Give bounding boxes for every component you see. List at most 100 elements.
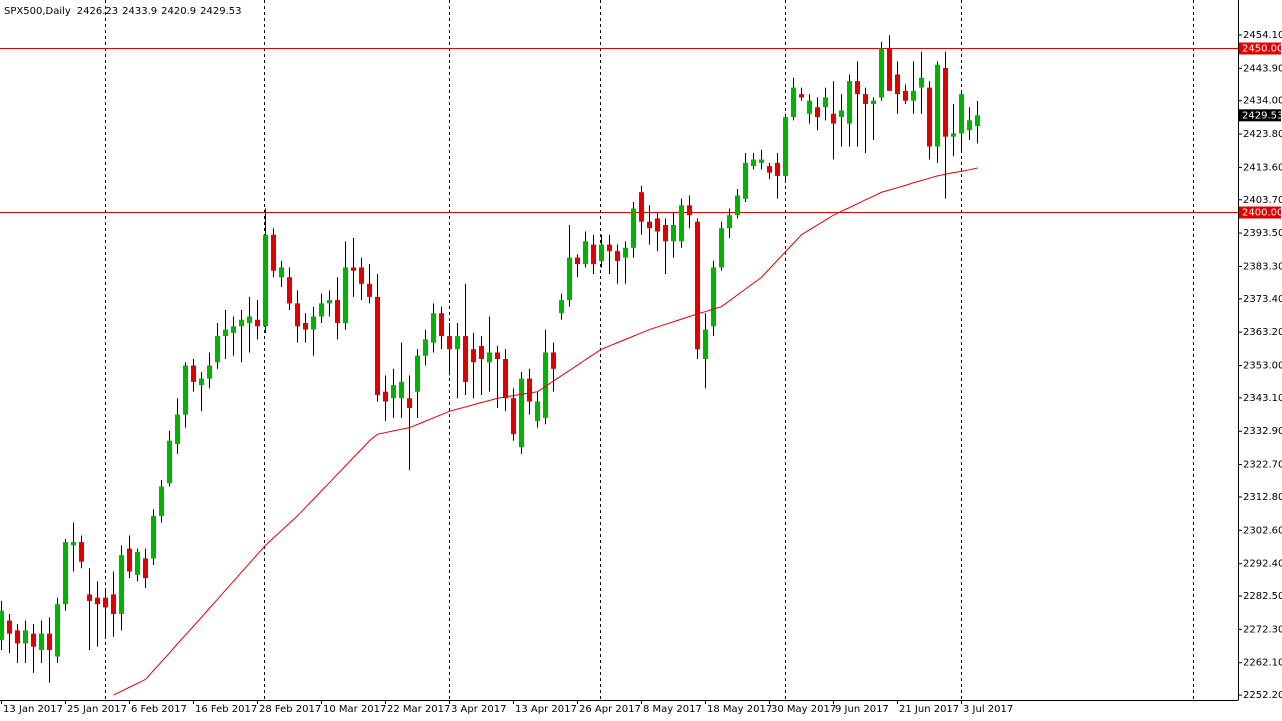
x-tick-label: 13 Apr 2017 [515, 704, 577, 715]
title-open: 2426.23 [77, 6, 118, 17]
candle-body [967, 120, 972, 131]
candle-body [959, 94, 964, 134]
candle-body [583, 241, 588, 265]
candle-body [775, 162, 780, 176]
y-tick-label: 2434.00 [1243, 96, 1282, 107]
candle-body [655, 218, 660, 232]
candle-body [567, 257, 572, 301]
candle-body [0, 610, 4, 641]
candle-body [615, 251, 620, 261]
candle-body [111, 594, 116, 615]
candle-body [759, 159, 764, 163]
candle-body [255, 319, 260, 327]
candle-body [183, 365, 188, 415]
candle-body [751, 159, 756, 167]
candle-body [807, 100, 812, 114]
x-tick-label: 25 Jan 2017 [67, 704, 127, 715]
candle-body [919, 77, 924, 88]
title-low: 2420.9 [161, 6, 196, 17]
candle-body [903, 90, 908, 101]
candle-body [535, 401, 540, 422]
candle-body [271, 234, 276, 271]
candle-body [335, 300, 340, 324]
candle-body [151, 515, 156, 559]
price-label: 2450.00 [1242, 44, 1282, 55]
candle-body [15, 630, 20, 644]
candle-body [543, 352, 548, 418]
y-tick-label: 2272.30 [1243, 624, 1282, 635]
candle-body [895, 74, 900, 95]
candle-body [175, 414, 180, 444]
candle-body [951, 133, 956, 137]
x-tick-label: 9 Jun 2017 [835, 704, 889, 715]
candle-body [119, 555, 124, 615]
candle-body [391, 385, 396, 399]
candle-body [207, 365, 212, 379]
candle-body [327, 300, 332, 304]
y-tick-label: 2383.30 [1243, 261, 1282, 272]
candle-body [575, 257, 580, 265]
x-tick-label: 13 Jan 2017 [3, 704, 63, 715]
candle-body [71, 542, 76, 546]
candle-body [295, 303, 300, 327]
candle-body [511, 398, 516, 435]
candle-body [39, 633, 44, 650]
candle-body [815, 107, 820, 118]
y-tick-label: 2423.80 [1243, 129, 1282, 140]
candle-body [847, 81, 852, 124]
candle-body [943, 68, 948, 137]
candle-body [431, 313, 436, 343]
y-tick-label: 2292.40 [1243, 559, 1282, 570]
candle-body [215, 336, 220, 363]
candle-body [303, 323, 308, 330]
y-tick-label: 2282.50 [1243, 591, 1282, 602]
candle-body [679, 205, 684, 242]
candle-body [7, 620, 12, 634]
candle-body [103, 597, 108, 608]
candle-body [479, 345, 484, 359]
candle-body [79, 542, 84, 562]
candle-body [367, 283, 372, 297]
x-tick-label: 6 Feb 2017 [131, 704, 187, 715]
moving-average [113, 167, 978, 696]
candle-body [343, 267, 348, 324]
candle-body [495, 352, 500, 359]
candle-body [839, 110, 844, 118]
candle-body [135, 551, 140, 575]
candle-body [527, 378, 532, 402]
candle-body [887, 48, 892, 91]
x-tick-label: 30 May 2017 [771, 704, 836, 715]
candle-body [191, 365, 196, 382]
candle-body [223, 329, 228, 337]
candle-body [31, 633, 36, 647]
candle-body [799, 94, 804, 98]
candle-body [279, 267, 284, 278]
candle-body [727, 215, 732, 229]
candle-body [471, 349, 476, 363]
candle-body [231, 326, 236, 333]
current-price-label: 2429.53 [1242, 110, 1282, 121]
candle-body [671, 224, 676, 242]
candle-body [63, 542, 68, 605]
y-tick-label: 2403.70 [1243, 195, 1282, 206]
y-tick-label: 2393.50 [1243, 228, 1282, 239]
y-tick-label: 2353.00 [1243, 361, 1282, 372]
candle-body [823, 97, 828, 108]
candle-body [735, 195, 740, 216]
candle-body [23, 630, 28, 644]
candle-body [415, 355, 420, 392]
candle-body [975, 115, 980, 127]
y-tick-label: 2332.90 [1243, 426, 1282, 437]
candle-body [687, 205, 692, 216]
price-label-box [1239, 206, 1281, 219]
x-tick-label: 21 Jun 2017 [899, 704, 959, 715]
candle-body [375, 296, 380, 395]
candle-body [239, 319, 244, 327]
title-high: 2433.9 [122, 6, 157, 17]
candle-body [639, 192, 644, 222]
y-tick-label: 2413.60 [1243, 162, 1282, 173]
y-tick-label: 2443.90 [1243, 63, 1282, 74]
